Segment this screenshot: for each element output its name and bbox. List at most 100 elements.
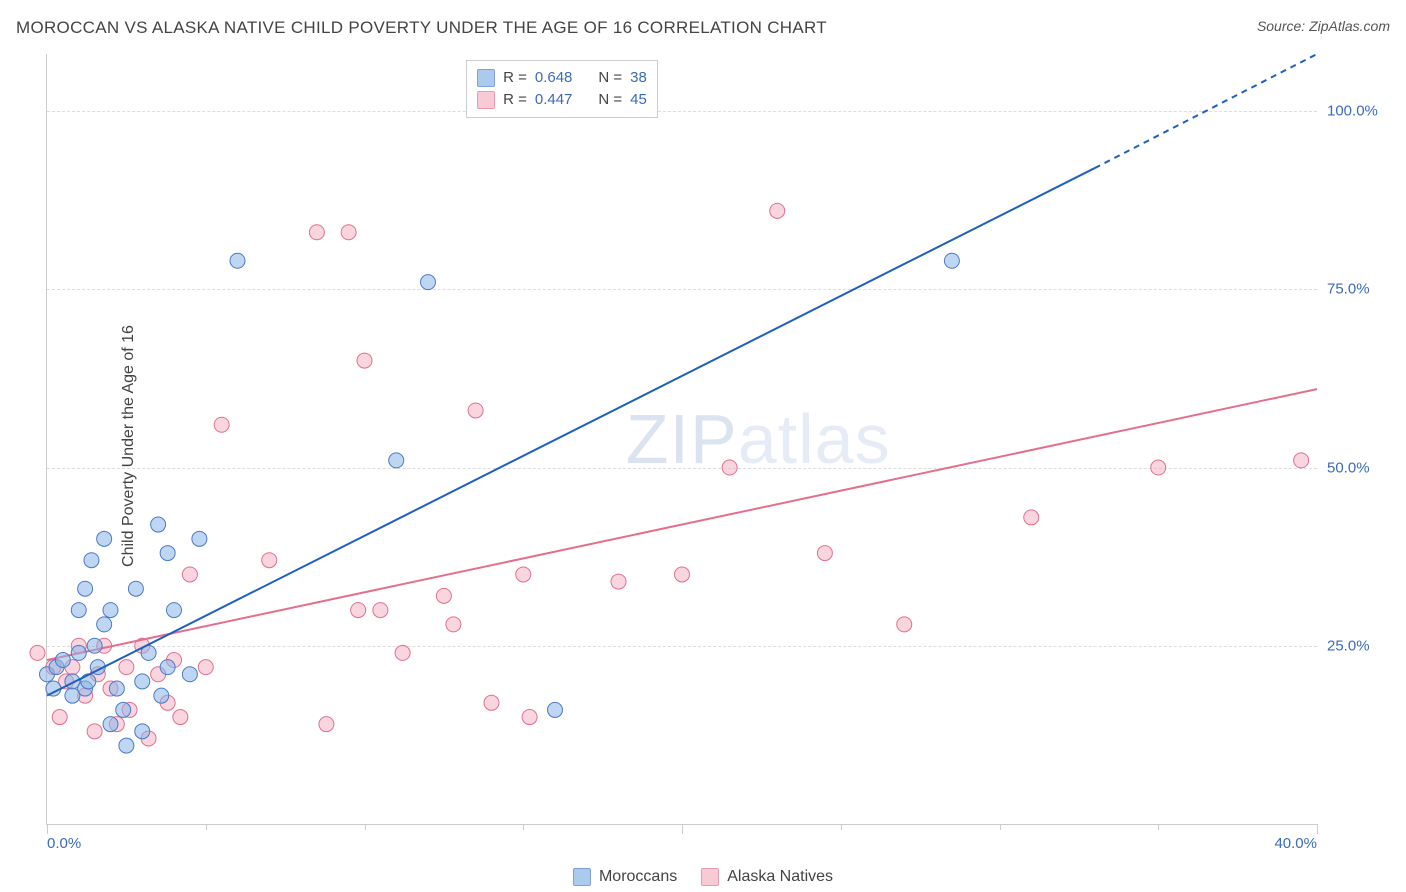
alaska-point [214, 417, 229, 432]
x-minor-tick [841, 824, 842, 830]
moroccans-point [192, 531, 207, 546]
n-label: N = [598, 67, 622, 89]
x-tick-label: 0.0% [47, 835, 81, 852]
alaska-point [446, 617, 461, 632]
alaska-point [309, 225, 324, 240]
alaska-point [30, 645, 45, 660]
y-tick-label: 50.0% [1327, 459, 1387, 476]
y-tick-label: 75.0% [1327, 281, 1387, 298]
moroccans-point [154, 688, 169, 703]
legend-swatch [477, 69, 495, 87]
alaska-point [722, 460, 737, 475]
alaska-point [516, 567, 531, 582]
alaska-point [484, 695, 499, 710]
legend-item: Alaska Natives [701, 868, 833, 886]
alaska-point [897, 617, 912, 632]
x-minor-tick [523, 824, 524, 830]
n-value: 38 [630, 67, 647, 89]
alaska-point [817, 546, 832, 561]
alaska-point [522, 710, 537, 725]
moroccans-point [135, 724, 150, 739]
moroccans-point [160, 546, 175, 561]
correlation-legend: R = 0.648 N = 38 R = 0.447 N = 45 [466, 60, 658, 118]
y-tick-label: 100.0% [1327, 103, 1387, 120]
alaska-point [119, 660, 134, 675]
alaska-point [436, 588, 451, 603]
alaska-point [373, 603, 388, 618]
moroccans-point [71, 645, 86, 660]
moroccans-point [135, 674, 150, 689]
x-minor-tick [365, 824, 366, 830]
moroccans-point [230, 253, 245, 268]
chart-title: MOROCCAN VS ALASKA NATIVE CHILD POVERTY … [16, 18, 827, 38]
alaska-point [198, 660, 213, 675]
source-prefix: Source: [1257, 18, 1309, 34]
r-value: 0.447 [535, 89, 573, 111]
moroccans-point [103, 603, 118, 618]
source-attribution: Source: ZipAtlas.com [1257, 18, 1390, 34]
alaska-point [182, 567, 197, 582]
legend-bottom: Moroccans Alaska Natives [573, 868, 833, 886]
r-value: 0.648 [535, 67, 573, 89]
x-tick [1317, 824, 1318, 834]
moroccans-point [71, 603, 86, 618]
alaska-point [357, 353, 372, 368]
moroccans-point [128, 581, 143, 596]
chart-svg [47, 54, 1317, 824]
correlation-legend-row: R = 0.447 N = 45 [477, 89, 647, 111]
moroccans-trendline [47, 168, 1095, 696]
moroccans-point [548, 702, 563, 717]
alaska-point [262, 553, 277, 568]
alaska-point [1151, 460, 1166, 475]
moroccans-point [182, 667, 197, 682]
alaska-point [468, 403, 483, 418]
moroccans-point [87, 638, 102, 653]
moroccans-point [55, 653, 70, 668]
alaska-point [1024, 510, 1039, 525]
legend-label: Alaska Natives [727, 868, 833, 886]
alaska-trendline [47, 389, 1317, 660]
moroccans-point [78, 581, 93, 596]
r-label: R = [503, 67, 527, 89]
alaska-point [770, 203, 785, 218]
x-minor-tick [1158, 824, 1159, 830]
moroccans-point [84, 553, 99, 568]
alaska-point [52, 710, 67, 725]
n-value: 45 [630, 89, 647, 111]
x-tick [47, 824, 48, 834]
moroccans-point [46, 681, 61, 696]
x-tick [682, 824, 683, 834]
legend-swatch [573, 868, 591, 886]
alaska-point [611, 574, 626, 589]
correlation-legend-row: R = 0.648 N = 38 [477, 67, 647, 89]
x-minor-tick [206, 824, 207, 830]
moroccans-point [109, 681, 124, 696]
moroccans-point [103, 717, 118, 732]
alaska-point [319, 717, 334, 732]
alaska-point [351, 603, 366, 618]
n-label: N = [598, 89, 622, 111]
legend-item: Moroccans [573, 868, 677, 886]
r-label: R = [503, 89, 527, 111]
legend-swatch [701, 868, 719, 886]
moroccans-point [160, 660, 175, 675]
alaska-point [675, 567, 690, 582]
alaska-point [341, 225, 356, 240]
moroccans-point [944, 253, 959, 268]
alaska-point [87, 724, 102, 739]
moroccans-point [151, 517, 166, 532]
moroccans-point [97, 531, 112, 546]
moroccans-point [421, 275, 436, 290]
legend-label: Moroccans [599, 868, 677, 886]
moroccans-point [81, 674, 96, 689]
moroccans-point [116, 702, 131, 717]
x-minor-tick [1000, 824, 1001, 830]
moroccans-point [389, 453, 404, 468]
moroccans-trendline-dashed [1095, 54, 1317, 168]
moroccans-point [119, 738, 134, 753]
chart-header: MOROCCAN VS ALASKA NATIVE CHILD POVERTY … [16, 18, 1390, 38]
plot-area: 25.0%50.0%75.0%100.0%0.0%40.0%ZIPatlasR … [46, 54, 1317, 825]
legend-swatch [477, 91, 495, 109]
alaska-point [395, 645, 410, 660]
alaska-point [1294, 453, 1309, 468]
